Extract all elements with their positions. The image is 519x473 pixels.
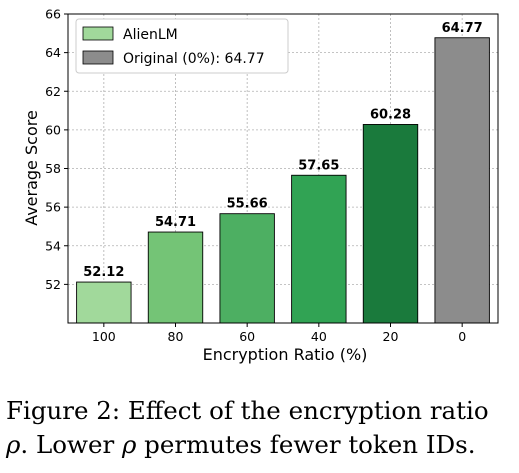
caption-text-b: permutes fewer token IDs. (136, 430, 476, 459)
bar-80 (147, 231, 204, 324)
x-tick-label: 20 (383, 329, 399, 344)
caption-rho: ρ (6, 430, 21, 459)
x-axis-ticks: 100 80 60 40 20 0 (92, 323, 466, 344)
bars (76, 37, 490, 324)
bar-value-label: 54.71 (155, 215, 196, 230)
bar-100 (76, 281, 132, 324)
bar-chart: 52.12 54.71 55.66 57.65 60.28 64.77 52 54 56 58 6… (22, 7, 499, 364)
x-tick-label: 60 (239, 329, 255, 344)
bar-40 (291, 174, 347, 324)
y-axis-ticks: 52 54 56 58 60 62 64 66 (45, 7, 68, 292)
y-tick-label: 54 (45, 238, 61, 253)
bar-0 (434, 37, 490, 324)
legend-label-alienlm: AlienLM (123, 27, 178, 43)
y-tick-label: 62 (45, 84, 61, 99)
y-tick-label: 56 (45, 200, 61, 215)
plot-frame (67, 13, 499, 324)
caption-text-a: . Lower (20, 430, 122, 459)
figure-caption: Figure 2: Effect of the encryption ratio… (6, 394, 516, 462)
bar-60 (219, 213, 275, 324)
legend: AlienLM Original (0%): 64.77 (75, 18, 289, 74)
bar-value-label: 60.28 (370, 107, 411, 122)
bar-20 (362, 124, 419, 324)
legend-label-original: Original (0%): 64.77 (123, 51, 265, 67)
legend-swatch-original (82, 50, 114, 65)
x-tick-label: 0 (458, 329, 466, 344)
x-tick-label: 80 (168, 329, 184, 344)
y-tick-label: 64 (45, 45, 61, 60)
x-tick-label: 40 (311, 329, 327, 344)
caption-line-1: Figure 2: Effect of the encryption ratio (6, 396, 489, 425)
legend-box (75, 18, 289, 74)
caption-rho-2: ρ (121, 430, 137, 459)
y-axis-title: Average Score (22, 110, 41, 226)
bar-value-labels: 52.12 54.71 55.66 57.65 60.28 64.77 (83, 21, 482, 280)
bar-value-label: 55.66 (227, 197, 268, 212)
caption-line-2: ρ. Lower ρ permutes fewer token IDs. (6, 428, 516, 462)
bar-value-label: 52.12 (83, 265, 124, 280)
y-tick-label: 60 (45, 122, 61, 137)
bar-value-label: 57.65 (298, 158, 339, 173)
y-tick-label: 66 (45, 7, 61, 22)
legend-swatch-alienlm (82, 26, 114, 41)
x-axis-title: Encryption Ratio (%) (203, 345, 368, 364)
y-tick-label: 58 (45, 161, 61, 176)
x-tick-label: 100 (92, 329, 116, 344)
y-tick-label: 52 (45, 277, 61, 292)
bar-value-label: 64.77 (442, 21, 483, 36)
